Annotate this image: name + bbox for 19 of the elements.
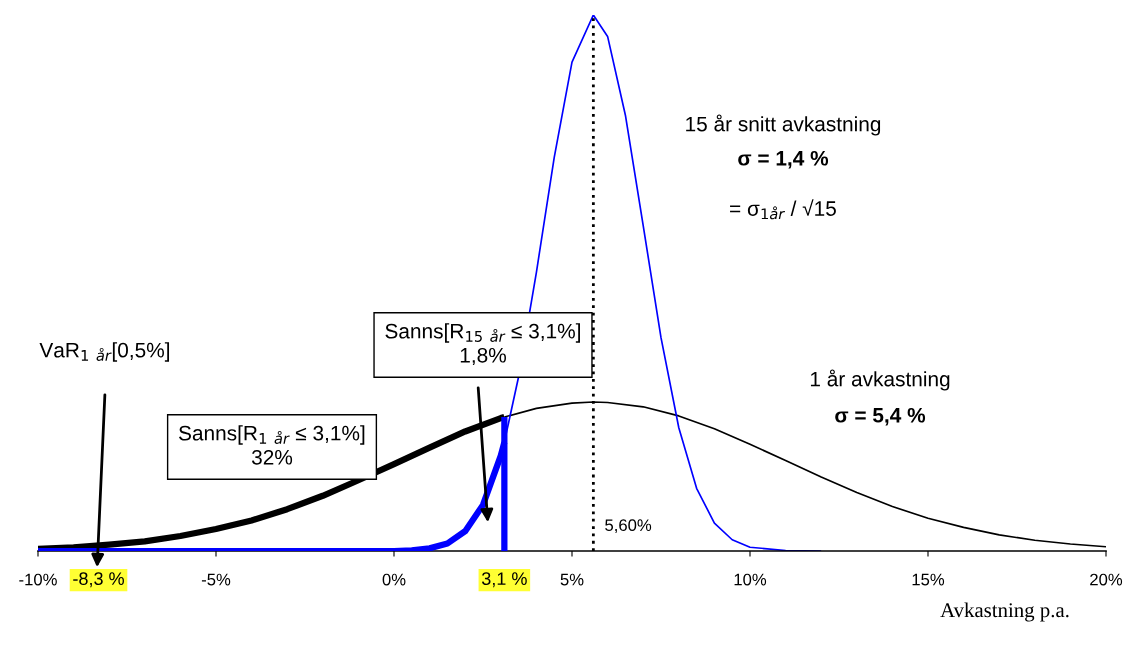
x-tick-label: 5% xyxy=(560,573,584,586)
annotation: = σ$_{1år}$ / √15 xyxy=(730,199,836,220)
annotation: 1 år avkastning xyxy=(810,369,950,391)
x-tick-label: -10% xyxy=(19,573,57,586)
annotation: 3,1 % xyxy=(481,572,527,588)
annotation: 15 år snitt avkastning xyxy=(686,114,881,136)
annotation: VaR$_{1 år}$[0,5%] xyxy=(39,342,170,362)
annotation: σ = 5,4 % xyxy=(835,407,926,426)
annotation: Sanns[R$_{1 år}$ ≤ 3,1%] 32% xyxy=(178,425,365,465)
ref-line-label: 5,60% xyxy=(605,519,652,534)
annotation: σ = 1,4 % xyxy=(738,150,829,169)
annotation: Sanns[R$_{15 år}$ ≤ 3,1%] 1,8% xyxy=(385,323,580,366)
x-tick-label: 20% xyxy=(1090,573,1123,586)
x-tick-label: -5% xyxy=(201,573,231,586)
x-tick-label: 10% xyxy=(734,573,767,586)
x-tick-label: 15% xyxy=(912,573,945,586)
x-tick-label: 0% xyxy=(382,573,406,586)
x-axis-title: Avkastning p.a. xyxy=(940,602,1069,622)
annotation: -8,3 % xyxy=(73,572,124,588)
